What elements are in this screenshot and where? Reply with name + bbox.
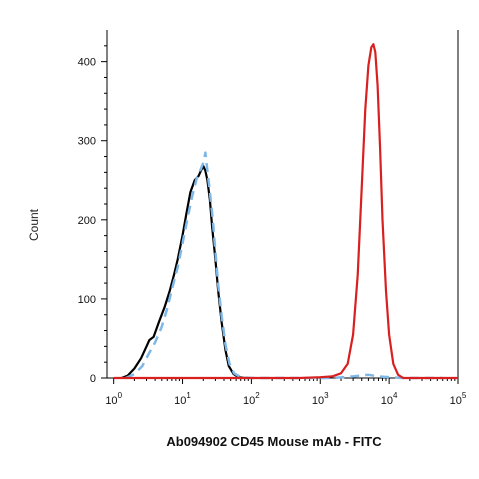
y-tick-label: 200 [78,215,96,227]
x-tick-label: 102 [243,391,260,407]
y-axis-label: Count [27,208,41,241]
y-tick-label: 300 [78,136,96,148]
x-tick-label: 100 [105,391,122,407]
y-tick-label: 0 [90,373,96,385]
blue-dashed-histogram-line [125,151,443,380]
x-tick-label: 104 [381,391,398,407]
x-tick-label: 101 [174,391,191,407]
plot-area: 0 100 200 300 400 100 101 102 103 104 105 [78,30,467,407]
x-tick-label: 103 [312,391,329,407]
y-tick-label: 100 [78,294,96,306]
y-ticks: 0 100 200 300 400 [78,45,107,385]
red-histogram-line [113,43,458,380]
black-histogram-line [121,164,245,380]
x-ticks: 100 101 102 103 104 105 [105,378,467,407]
x-tick-label: 105 [450,391,467,407]
series-group [113,43,458,380]
x-axis-label: Ab094902 CD45 Mouse mAb - FITC [166,434,382,449]
y-tick-label: 400 [78,57,96,69]
